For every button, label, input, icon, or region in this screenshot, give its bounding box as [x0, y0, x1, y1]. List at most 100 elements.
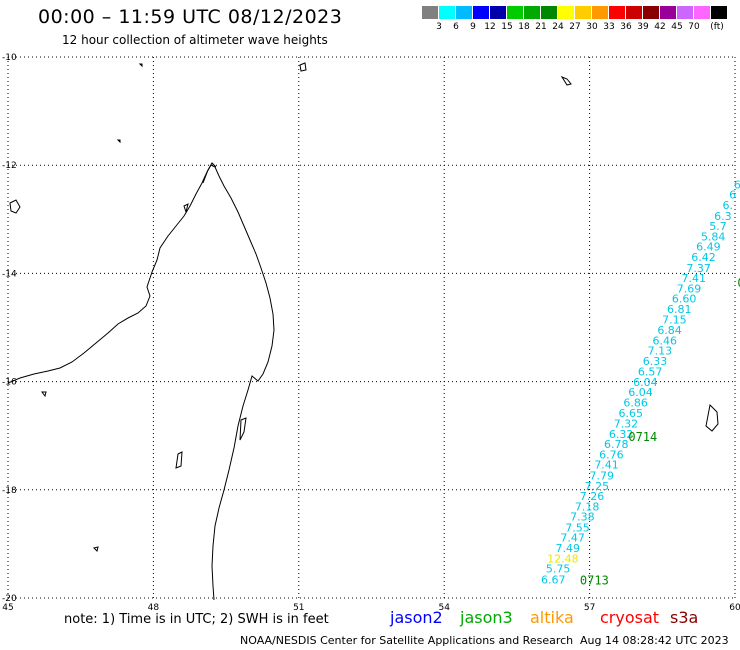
- map-grid: [7, 56, 736, 599]
- color-scale-swatch: [456, 6, 473, 19]
- islet: [138, 63, 143, 68]
- color-scale-label: 36: [620, 22, 632, 32]
- footnote: note: 1) Time is in UTC; 2) SWH is in fe…: [64, 612, 329, 627]
- satellite-track-values: 666.6.35.75.846.496.427.377.417.696.606.…: [541, 178, 740, 586]
- color-scale-label: 21: [535, 22, 547, 32]
- longitude-tick-label: 51: [293, 603, 304, 610]
- track-value-label: 6.3: [714, 210, 732, 223]
- color-scale-swatch: [592, 6, 609, 19]
- wave-height-color-scale: [422, 6, 728, 19]
- credit-line: NOAA/NESDIS Center for Satellite Applica…: [240, 634, 574, 647]
- color-scale-swatch: [490, 6, 507, 19]
- longitude-tick-label: 57: [584, 603, 595, 610]
- track-value-label: 6.86: [623, 396, 648, 409]
- satellite-legend-cryosat: cryosat: [600, 608, 660, 627]
- madagascar-coastline: [7, 62, 719, 601]
- track-value-label: 12.48: [547, 552, 579, 565]
- color-scale-swatch: [643, 6, 660, 19]
- track-value-label: 7.26: [580, 490, 605, 503]
- color-scale-label: 27: [569, 22, 581, 32]
- color-scale-swatch: [558, 6, 575, 19]
- coastline-north-tip: [202, 162, 217, 184]
- track-value-label: 6.65: [619, 407, 644, 420]
- track-value-label: 7.47: [560, 532, 585, 545]
- track-value-label: 7.18: [575, 500, 600, 513]
- color-scale-label: 12: [484, 22, 496, 32]
- color-scale-label: 70: [688, 22, 700, 32]
- altimeter-map: 45 48 51 54 57 60-10-12-14-16-18-20 666.6.35.…: [2, 53, 740, 610]
- color-scale-label: 6: [453, 22, 459, 32]
- track-time-labels: 0714 0713 0: [580, 276, 740, 588]
- islet: [41, 391, 47, 398]
- track-time-label: 0714: [628, 430, 657, 444]
- track-value-label: 6.04: [628, 386, 653, 399]
- islet: [116, 139, 121, 144]
- color-scale-label: 42: [654, 22, 666, 32]
- color-scale-label: 18: [518, 22, 530, 32]
- map-subtitle: 12 hour collection of altimeter wave hei…: [62, 33, 328, 47]
- longitude-tick-label: 60: [729, 603, 740, 610]
- color-scale-label: (ft): [710, 22, 724, 32]
- islet: [705, 403, 719, 432]
- satellite-legend-s3a: s3a: [670, 608, 699, 627]
- color-scale-label: 24: [552, 22, 564, 32]
- color-scale-swatch: [507, 6, 524, 19]
- latitude-tick-label: -14: [2, 269, 17, 279]
- track-value-label: 6.46: [652, 334, 677, 347]
- generated-timestamp: Aug 14 08:28:42 UTC 2023: [580, 634, 729, 647]
- color-scale-swatch: [677, 6, 694, 19]
- track-value-label: 7.69: [677, 282, 702, 295]
- color-scale-swatch: [711, 6, 728, 19]
- color-scale-swatch: [439, 6, 456, 19]
- track-value-label: 6.04: [633, 376, 658, 389]
- track-time-label: 0713: [580, 573, 609, 587]
- map-title: 00:00 – 11:59 UTC 08/12/2023: [38, 6, 343, 28]
- color-scale-label: 15: [501, 22, 513, 32]
- track-value-label: 6.67: [541, 573, 566, 586]
- track-value-label: 6.76: [599, 448, 624, 461]
- track-value-label: 7.41: [594, 459, 619, 472]
- track-value-label: 5.75: [546, 563, 571, 576]
- track-value-label: 7.41: [682, 272, 707, 285]
- islet: [9, 199, 21, 214]
- axis-tick-labels: 45 48 51 54 57 60-10-12-14-16-18-20: [2, 53, 740, 610]
- color-scale-label: 9: [470, 22, 476, 32]
- track-value-label: 6.78: [604, 438, 629, 451]
- color-scale-label: 39: [637, 22, 649, 32]
- track-value-label: 6.84: [657, 324, 682, 337]
- color-scale-labels: 3 6 9 12 15 18 21 24 27 30 33 36 39 42 45 70 (ft): [422, 22, 740, 34]
- color-scale-swatch: [609, 6, 626, 19]
- track-value-label: 6.33: [643, 355, 668, 368]
- track-value-label: 7.15: [662, 314, 687, 327]
- islet: [183, 203, 189, 214]
- track-value-label: 6.57: [638, 366, 663, 379]
- track-value-label: 7.32: [614, 418, 639, 431]
- track-value-label: 6: [734, 178, 740, 191]
- track-value-label: 5.84: [701, 230, 726, 243]
- track-value-label: 7.37: [686, 262, 711, 275]
- track-value-label: 7.13: [648, 345, 673, 358]
- color-scale-label: 30: [586, 22, 598, 32]
- satellite-legend-jason3: jason3: [460, 608, 513, 627]
- color-scale-swatch: [422, 6, 439, 19]
- color-scale-label: 33: [603, 22, 615, 32]
- track-value-label: 7.25: [585, 480, 610, 493]
- latitude-tick-label: -20: [2, 594, 17, 604]
- color-scale-swatch: [541, 6, 558, 19]
- track-value-label: 7.49: [556, 542, 581, 555]
- track-time-label: 0: [737, 276, 740, 290]
- track-value-label: 6: [729, 189, 736, 202]
- latitude-tick-label: -18: [2, 486, 17, 496]
- color-scale-label: 3: [436, 22, 442, 32]
- satellite-legend-jason2: jason2: [390, 608, 443, 627]
- track-value-label: 6.42: [691, 251, 716, 264]
- color-scale-swatch: [524, 6, 541, 19]
- latitude-tick-label: -16: [2, 378, 17, 388]
- islet: [175, 451, 183, 469]
- color-scale-swatch: [694, 6, 711, 19]
- track-value-label: 6.49: [696, 241, 721, 254]
- longitude-tick-label: 48: [148, 603, 160, 610]
- track-value-label: 5.7: [709, 220, 727, 233]
- longitude-tick-label: 54: [438, 603, 450, 610]
- islet: [299, 62, 307, 72]
